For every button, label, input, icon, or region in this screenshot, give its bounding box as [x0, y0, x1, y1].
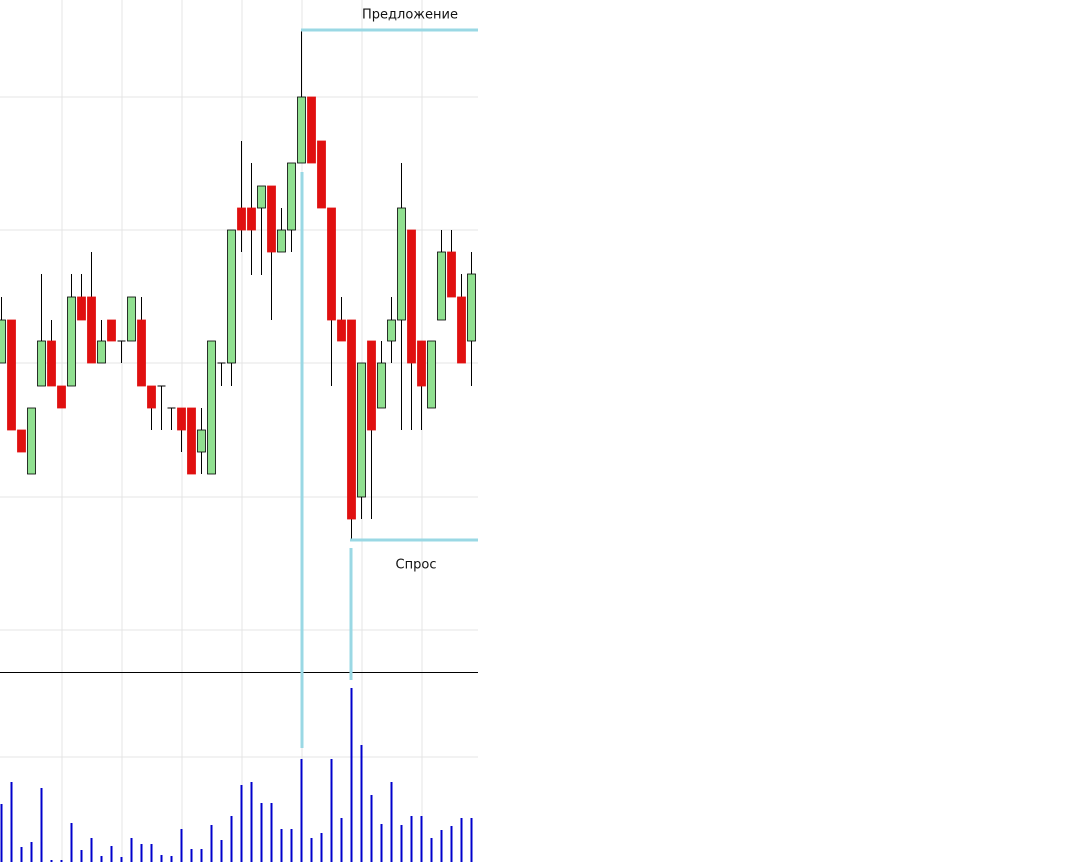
- candle-body: [467, 273, 476, 342]
- volume-bar: [440, 830, 443, 862]
- volume-bar: [150, 844, 153, 862]
- candle-body: [7, 319, 16, 431]
- candle-body: [397, 207, 406, 321]
- volume-bar: [340, 818, 343, 862]
- candle-body: [297, 96, 306, 164]
- candle-body: [377, 362, 386, 409]
- volume-bar: [370, 795, 373, 862]
- volume-bar: [410, 816, 413, 862]
- candle-body: [37, 340, 46, 387]
- volume-bar: [170, 856, 173, 862]
- volume-bar: [190, 849, 193, 862]
- annotation-lines: [300, 28, 478, 748]
- candle-body: [57, 385, 66, 409]
- volume-bar: [330, 759, 333, 862]
- candle-body: [407, 229, 416, 364]
- candle-body: [197, 429, 206, 453]
- volume-bar: [470, 818, 473, 862]
- volume-bar: [400, 825, 403, 862]
- x-grid: [61, 0, 423, 862]
- volume-bar: [30, 842, 33, 862]
- volume-bar: [280, 829, 283, 862]
- volume-bar: [40, 788, 43, 862]
- candle-body: [427, 340, 436, 409]
- candle-body: [227, 229, 236, 364]
- volume-bar: [250, 782, 253, 862]
- candle-body: [307, 96, 316, 164]
- candle-body: [107, 319, 116, 342]
- candle-body: [207, 340, 216, 475]
- volume-bar: [420, 816, 423, 862]
- marks: [0, 30, 478, 862]
- volume-bar: [240, 785, 243, 862]
- candle-body: [417, 340, 426, 387]
- volume-bar: [200, 849, 203, 862]
- candle-body: [17, 429, 26, 453]
- candle-body: [187, 407, 196, 475]
- candle-body: [27, 407, 36, 475]
- candle-body: [67, 296, 76, 387]
- candle-body: [387, 319, 396, 342]
- candle-body: [327, 207, 336, 321]
- candle-body: [447, 251, 456, 298]
- volume-bar: [70, 823, 73, 862]
- candle-body: [267, 185, 276, 253]
- volume-bar: [450, 826, 453, 862]
- volume-bar: [210, 825, 213, 862]
- candle-body: [127, 296, 136, 342]
- volume-bar: [110, 846, 113, 862]
- candle-body: [0, 319, 6, 364]
- volume-bar: [360, 745, 363, 862]
- candle-body: [237, 207, 246, 231]
- volume-bar: [120, 857, 123, 862]
- volume-bar: [320, 833, 323, 862]
- volume-bar: [140, 844, 143, 862]
- volume-bar: [100, 856, 103, 862]
- candle-body: [257, 185, 266, 209]
- candle-body: [317, 140, 326, 209]
- volume-bar: [220, 840, 223, 862]
- candle-body: [97, 340, 106, 364]
- volume-bar: [430, 838, 433, 862]
- volume-bar: [310, 838, 313, 862]
- candle-body: [457, 296, 466, 364]
- candle-body: [177, 407, 186, 431]
- volume-bar: [80, 850, 83, 862]
- annotation: Спрос: [396, 558, 437, 573]
- candle-body: [47, 340, 56, 387]
- volume-bar: [130, 838, 133, 862]
- volume-bar: [460, 818, 463, 862]
- volume-bar: [290, 829, 293, 862]
- candle-body: [437, 251, 446, 321]
- candle-body: [337, 319, 346, 342]
- candle-body: [287, 162, 296, 231]
- volume-bar: [160, 855, 163, 862]
- volume-bar: [390, 782, 393, 862]
- volume-bar: [350, 688, 353, 862]
- candle-body: [357, 362, 366, 498]
- candle-body: [247, 207, 256, 231]
- volume-bar: [380, 824, 383, 862]
- candle-body: [147, 385, 156, 409]
- candle-body: [77, 296, 86, 321]
- candle-body: [367, 340, 376, 431]
- candle-body: [87, 296, 96, 364]
- volume-bar: [0, 804, 3, 862]
- annotation: Предложение: [362, 8, 458, 23]
- volume-bar: [230, 816, 233, 862]
- volume-bar: [90, 838, 93, 862]
- candle-body: [277, 229, 286, 253]
- volume-bar: [270, 803, 273, 862]
- volume-bar: [50, 860, 53, 862]
- volume-bar: [300, 759, 303, 862]
- volume-bar: [60, 860, 63, 862]
- volume-bar: [10, 782, 13, 862]
- volume-bar: [260, 803, 263, 862]
- candle-body: [137, 319, 146, 387]
- candle-body: [347, 319, 356, 520]
- volume-bar: [180, 829, 183, 862]
- volume-bar: [20, 847, 23, 862]
